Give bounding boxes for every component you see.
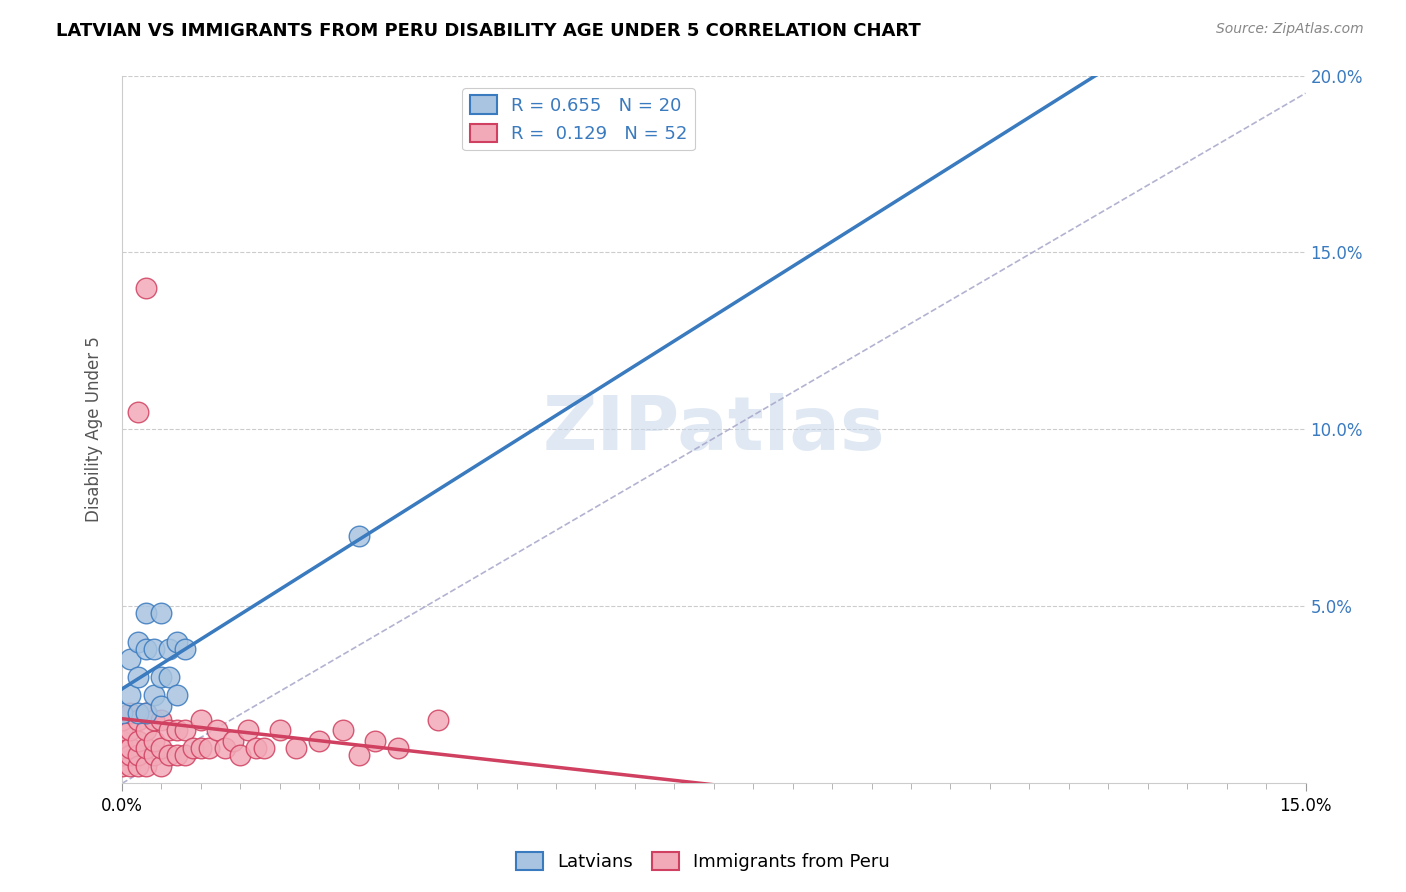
Point <box>111 706 134 720</box>
Point <box>111 723 134 738</box>
Point <box>150 758 173 772</box>
Point <box>332 723 354 738</box>
Point <box>118 758 141 772</box>
Point <box>118 706 141 720</box>
Point <box>198 741 221 756</box>
Point <box>245 741 267 756</box>
Point <box>111 734 134 748</box>
Point <box>229 747 252 762</box>
Point <box>142 688 165 702</box>
Point <box>190 713 212 727</box>
Text: ZIPatlas: ZIPatlas <box>543 393 886 466</box>
Point <box>150 741 173 756</box>
Point <box>118 747 141 762</box>
Legend: Latvians, Immigrants from Peru: Latvians, Immigrants from Peru <box>509 845 897 879</box>
Point <box>142 734 165 748</box>
Point <box>135 607 157 621</box>
Point <box>150 713 173 727</box>
Point <box>387 741 409 756</box>
Point <box>135 706 157 720</box>
Point <box>238 723 260 738</box>
Text: Source: ZipAtlas.com: Source: ZipAtlas.com <box>1216 22 1364 37</box>
Point <box>111 741 134 756</box>
Point <box>157 641 180 656</box>
Point <box>166 635 188 649</box>
Point <box>190 741 212 756</box>
Point <box>205 723 228 738</box>
Point <box>135 758 157 772</box>
Point <box>157 670 180 684</box>
Point <box>174 747 197 762</box>
Point <box>118 652 141 666</box>
Point <box>127 734 149 748</box>
Point <box>174 641 197 656</box>
Point <box>150 698 173 713</box>
Point <box>269 723 291 738</box>
Y-axis label: Disability Age Under 5: Disability Age Under 5 <box>86 336 103 523</box>
Point <box>127 706 149 720</box>
Point <box>111 758 134 772</box>
Point <box>347 528 370 542</box>
Point <box>127 758 149 772</box>
Point <box>284 741 307 756</box>
Point <box>135 641 157 656</box>
Point <box>150 670 173 684</box>
Legend: R = 0.655   N = 20, R =  0.129   N = 52: R = 0.655 N = 20, R = 0.129 N = 52 <box>463 88 695 150</box>
Point <box>135 723 157 738</box>
Point <box>135 741 157 756</box>
Point <box>347 747 370 762</box>
Point <box>166 747 188 762</box>
Point <box>181 741 204 756</box>
Point <box>127 670 149 684</box>
Point <box>253 741 276 756</box>
Point <box>111 747 134 762</box>
Point <box>142 747 165 762</box>
Point <box>135 281 157 295</box>
Point <box>135 706 157 720</box>
Point <box>127 747 149 762</box>
Point <box>118 723 141 738</box>
Point <box>118 741 141 756</box>
Point <box>166 723 188 738</box>
Point <box>142 641 165 656</box>
Point <box>127 405 149 419</box>
Point <box>221 734 243 748</box>
Point <box>127 713 149 727</box>
Point <box>214 741 236 756</box>
Point <box>157 747 180 762</box>
Point <box>118 688 141 702</box>
Point <box>308 734 330 748</box>
Point <box>174 723 197 738</box>
Text: LATVIAN VS IMMIGRANTS FROM PERU DISABILITY AGE UNDER 5 CORRELATION CHART: LATVIAN VS IMMIGRANTS FROM PERU DISABILI… <box>56 22 921 40</box>
Point <box>150 607 173 621</box>
Point <box>166 688 188 702</box>
Point <box>127 635 149 649</box>
Point <box>111 713 134 727</box>
Point <box>363 734 385 748</box>
Point <box>157 723 180 738</box>
Point <box>426 713 449 727</box>
Point <box>142 713 165 727</box>
